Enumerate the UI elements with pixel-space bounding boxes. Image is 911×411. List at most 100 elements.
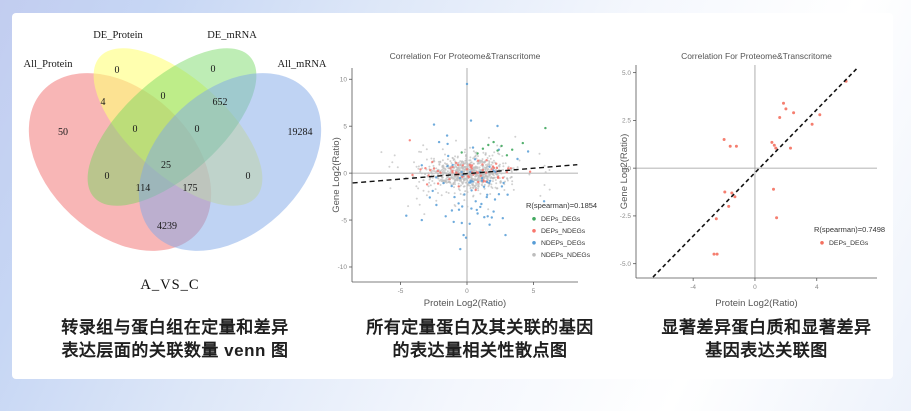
data-point	[459, 160, 462, 163]
data-point	[446, 178, 449, 181]
venn-set-label: All_Protein	[24, 59, 74, 70]
data-point	[511, 148, 514, 151]
venn-diagram-panel: All_Protein DE_Protein DE_mRNA All_mRNA 0 0 4 0…	[20, 27, 330, 301]
trend-line	[652, 66, 860, 278]
data-point	[465, 178, 468, 181]
data-point	[463, 199, 466, 202]
data-point	[502, 165, 505, 168]
data-point	[478, 179, 481, 181]
data-point	[461, 160, 464, 163]
data-point	[438, 179, 441, 182]
scatter-all-caption: 所有定量蛋白及其关联的基因 的表达量相关性散点图	[330, 316, 630, 362]
data-point	[492, 159, 495, 162]
data-point	[441, 180, 444, 183]
data-point	[516, 157, 519, 161]
data-point	[431, 176, 434, 179]
data-point	[463, 185, 466, 188]
data-point	[480, 177, 484, 180]
data-point	[491, 165, 495, 168]
data-point	[506, 193, 509, 196]
data-point	[526, 150, 530, 153]
trend-line	[352, 163, 578, 184]
data-point	[431, 180, 434, 182]
data-point	[418, 180, 421, 183]
data-point	[472, 194, 475, 197]
data-point	[388, 165, 391, 168]
data-point	[478, 166, 481, 169]
data-point	[488, 155, 491, 157]
data-point	[727, 204, 731, 208]
data-point	[431, 160, 434, 164]
y-tick-label: 2.5	[622, 118, 631, 125]
data-point	[479, 205, 482, 209]
data-point	[389, 187, 392, 190]
data-point	[462, 233, 465, 237]
data-point	[396, 166, 399, 169]
data-point	[440, 194, 443, 197]
venn-count: 0	[195, 124, 200, 135]
data-point	[472, 162, 475, 165]
data-point	[477, 162, 480, 165]
data-point	[494, 172, 497, 175]
data-point	[467, 184, 469, 187]
data-point	[470, 207, 473, 210]
data-point	[483, 161, 486, 164]
data-point	[415, 185, 418, 188]
data-point	[470, 164, 474, 167]
data-point	[495, 166, 499, 170]
data-point	[492, 140, 495, 144]
data-point	[457, 208, 461, 211]
data-point	[436, 182, 440, 185]
data-point	[470, 189, 473, 192]
scatter-title: Correlation For Proteome&Transcritome	[390, 51, 541, 61]
data-point	[441, 148, 444, 151]
data-point	[468, 184, 471, 187]
data-point	[413, 161, 415, 164]
venn-count: 50	[58, 127, 68, 138]
data-point	[712, 252, 716, 256]
venn-count: 0	[105, 171, 110, 182]
data-point	[772, 187, 775, 191]
data-point	[502, 162, 505, 165]
data-point	[487, 136, 490, 139]
data-point	[420, 151, 422, 153]
data-point	[486, 167, 489, 170]
data-point	[474, 167, 477, 170]
data-point	[433, 182, 436, 185]
data-point	[483, 176, 485, 178]
data-point	[446, 170, 449, 173]
data-point	[483, 216, 486, 219]
data-point	[458, 189, 461, 192]
x-axis-label: Protein Log2(Ratio)	[424, 298, 506, 309]
data-point	[542, 200, 546, 203]
data-point	[491, 154, 494, 157]
data-point	[433, 160, 436, 163]
data-point	[437, 192, 439, 194]
data-point	[489, 157, 492, 160]
data-point	[450, 184, 453, 188]
data-point	[495, 162, 498, 165]
data-point	[474, 169, 477, 172]
data-point	[417, 165, 420, 168]
data-point	[810, 122, 814, 126]
scatter-all-proteins-panel: Correlation For Proteome&Transcritome -5 0…	[330, 45, 625, 313]
data-point	[485, 180, 489, 184]
data-point	[474, 165, 477, 168]
data-point	[459, 169, 461, 172]
data-point	[438, 163, 441, 165]
x-tick-label: 4	[815, 284, 819, 291]
data-point	[521, 141, 524, 145]
data-point	[454, 155, 457, 158]
venn-count: 652	[213, 97, 228, 108]
data-point	[500, 185, 504, 188]
data-point	[444, 215, 447, 218]
data-point	[423, 213, 426, 216]
data-point	[782, 101, 785, 105]
y-tick-label: 5.0	[622, 70, 631, 77]
legend-swatch	[820, 241, 824, 245]
data-point	[429, 178, 431, 180]
scatter-sig-caption: 显著差异蛋白质和显著差异 基因表达关联图	[628, 316, 905, 362]
data-point	[393, 154, 396, 157]
data-point	[484, 174, 487, 177]
data-point	[544, 171, 547, 174]
